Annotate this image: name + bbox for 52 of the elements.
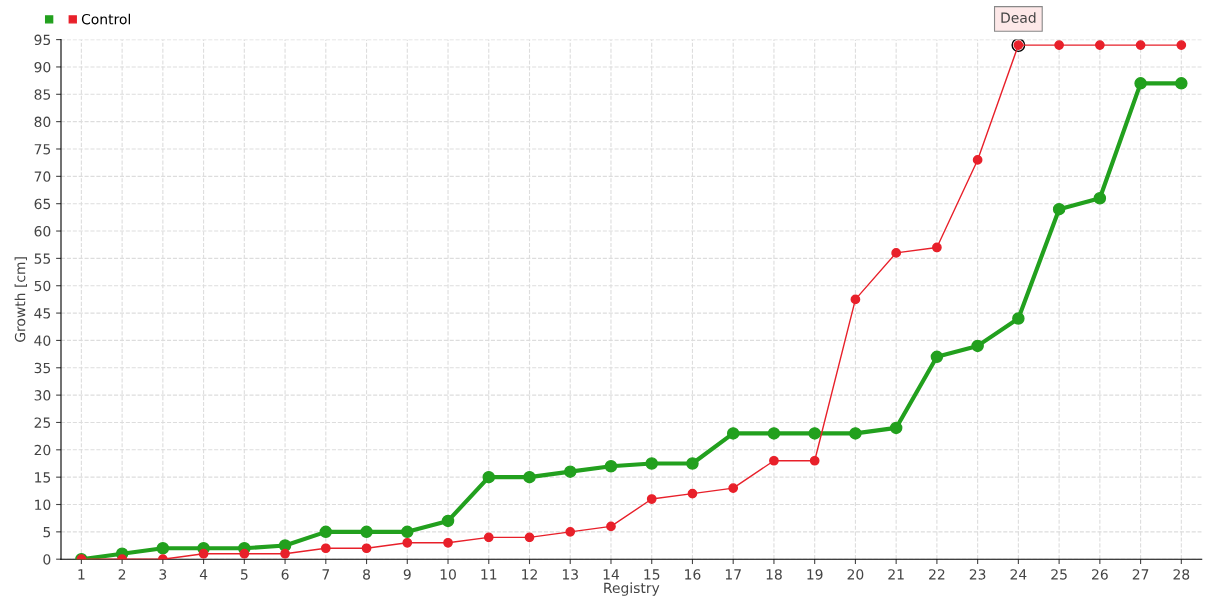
x-tick-label: 5 xyxy=(240,569,248,580)
x-tick-label: 2 xyxy=(118,569,126,580)
y-tick-label: 85 xyxy=(34,89,51,100)
x-tick-label: 22 xyxy=(929,569,945,580)
x-tick-label: 4 xyxy=(199,569,208,580)
x-tick-label: 25 xyxy=(1051,569,1067,580)
y-tick-label: 20 xyxy=(34,444,51,456)
legend-label: Control xyxy=(81,13,130,25)
x-tick-label: 10 xyxy=(440,569,456,580)
y-tick-label: 40 xyxy=(34,335,51,346)
x-tick-label: 8 xyxy=(363,569,371,580)
x-axis-title: Registry xyxy=(604,582,660,596)
y-tick-label: 50 xyxy=(34,280,51,292)
x-tick-label: 9 xyxy=(403,569,411,580)
y-tick-label: 30 xyxy=(34,390,51,401)
y-tick-label: 90 xyxy=(34,61,51,73)
y-tick-label: 35 xyxy=(34,362,51,374)
x-tick-label: 27 xyxy=(1132,569,1149,580)
y-tick-label: 0 xyxy=(43,554,51,565)
x-tick-label: 13 xyxy=(562,569,578,580)
x-tick-label: 7 xyxy=(322,569,330,580)
x-tick-label: 17 xyxy=(725,569,741,580)
y-tick-label: 60 xyxy=(34,226,51,237)
y-tick-label: 80 xyxy=(34,116,51,128)
x-tick-label: 18 xyxy=(766,569,782,580)
y-axis-title: Growth [cm] xyxy=(14,257,27,342)
y-tick-label: 5 xyxy=(43,527,51,538)
x-tick-label: 21 xyxy=(888,569,904,580)
x-tick-label: 11 xyxy=(481,569,497,580)
x-tick-label: 12 xyxy=(522,569,537,580)
x-tick-label: 14 xyxy=(603,569,620,580)
x-tick-label: 20 xyxy=(847,569,864,580)
x-tick-label: 23 xyxy=(969,569,986,580)
x-tick-label: 3 xyxy=(159,569,167,580)
y-tick-label: 65 xyxy=(34,198,51,210)
y-tick-label: 15 xyxy=(35,472,51,483)
y-tick-label: 95 xyxy=(34,34,51,46)
x-tick-label: 26 xyxy=(1092,569,1108,580)
x-tick-label: 28 xyxy=(1173,569,1190,580)
x-tick-label: 16 xyxy=(685,569,701,580)
x-tick-label: 1 xyxy=(78,569,85,580)
x-tick-label: 19 xyxy=(807,569,823,580)
y-tick-label: 75 xyxy=(34,144,51,155)
y-tick-label: 10 xyxy=(35,499,51,510)
x-tick-label: 24 xyxy=(1010,569,1027,580)
y-tick-label: 70 xyxy=(34,171,51,182)
x-tick-label: 6 xyxy=(281,569,289,580)
y-tick-label: 45 xyxy=(34,308,51,319)
y-tick-label: 25 xyxy=(34,417,51,428)
x-tick-label: 15 xyxy=(644,569,660,580)
y-tick-label: 55 xyxy=(34,253,51,264)
annotation: Dead xyxy=(1001,12,1036,23)
